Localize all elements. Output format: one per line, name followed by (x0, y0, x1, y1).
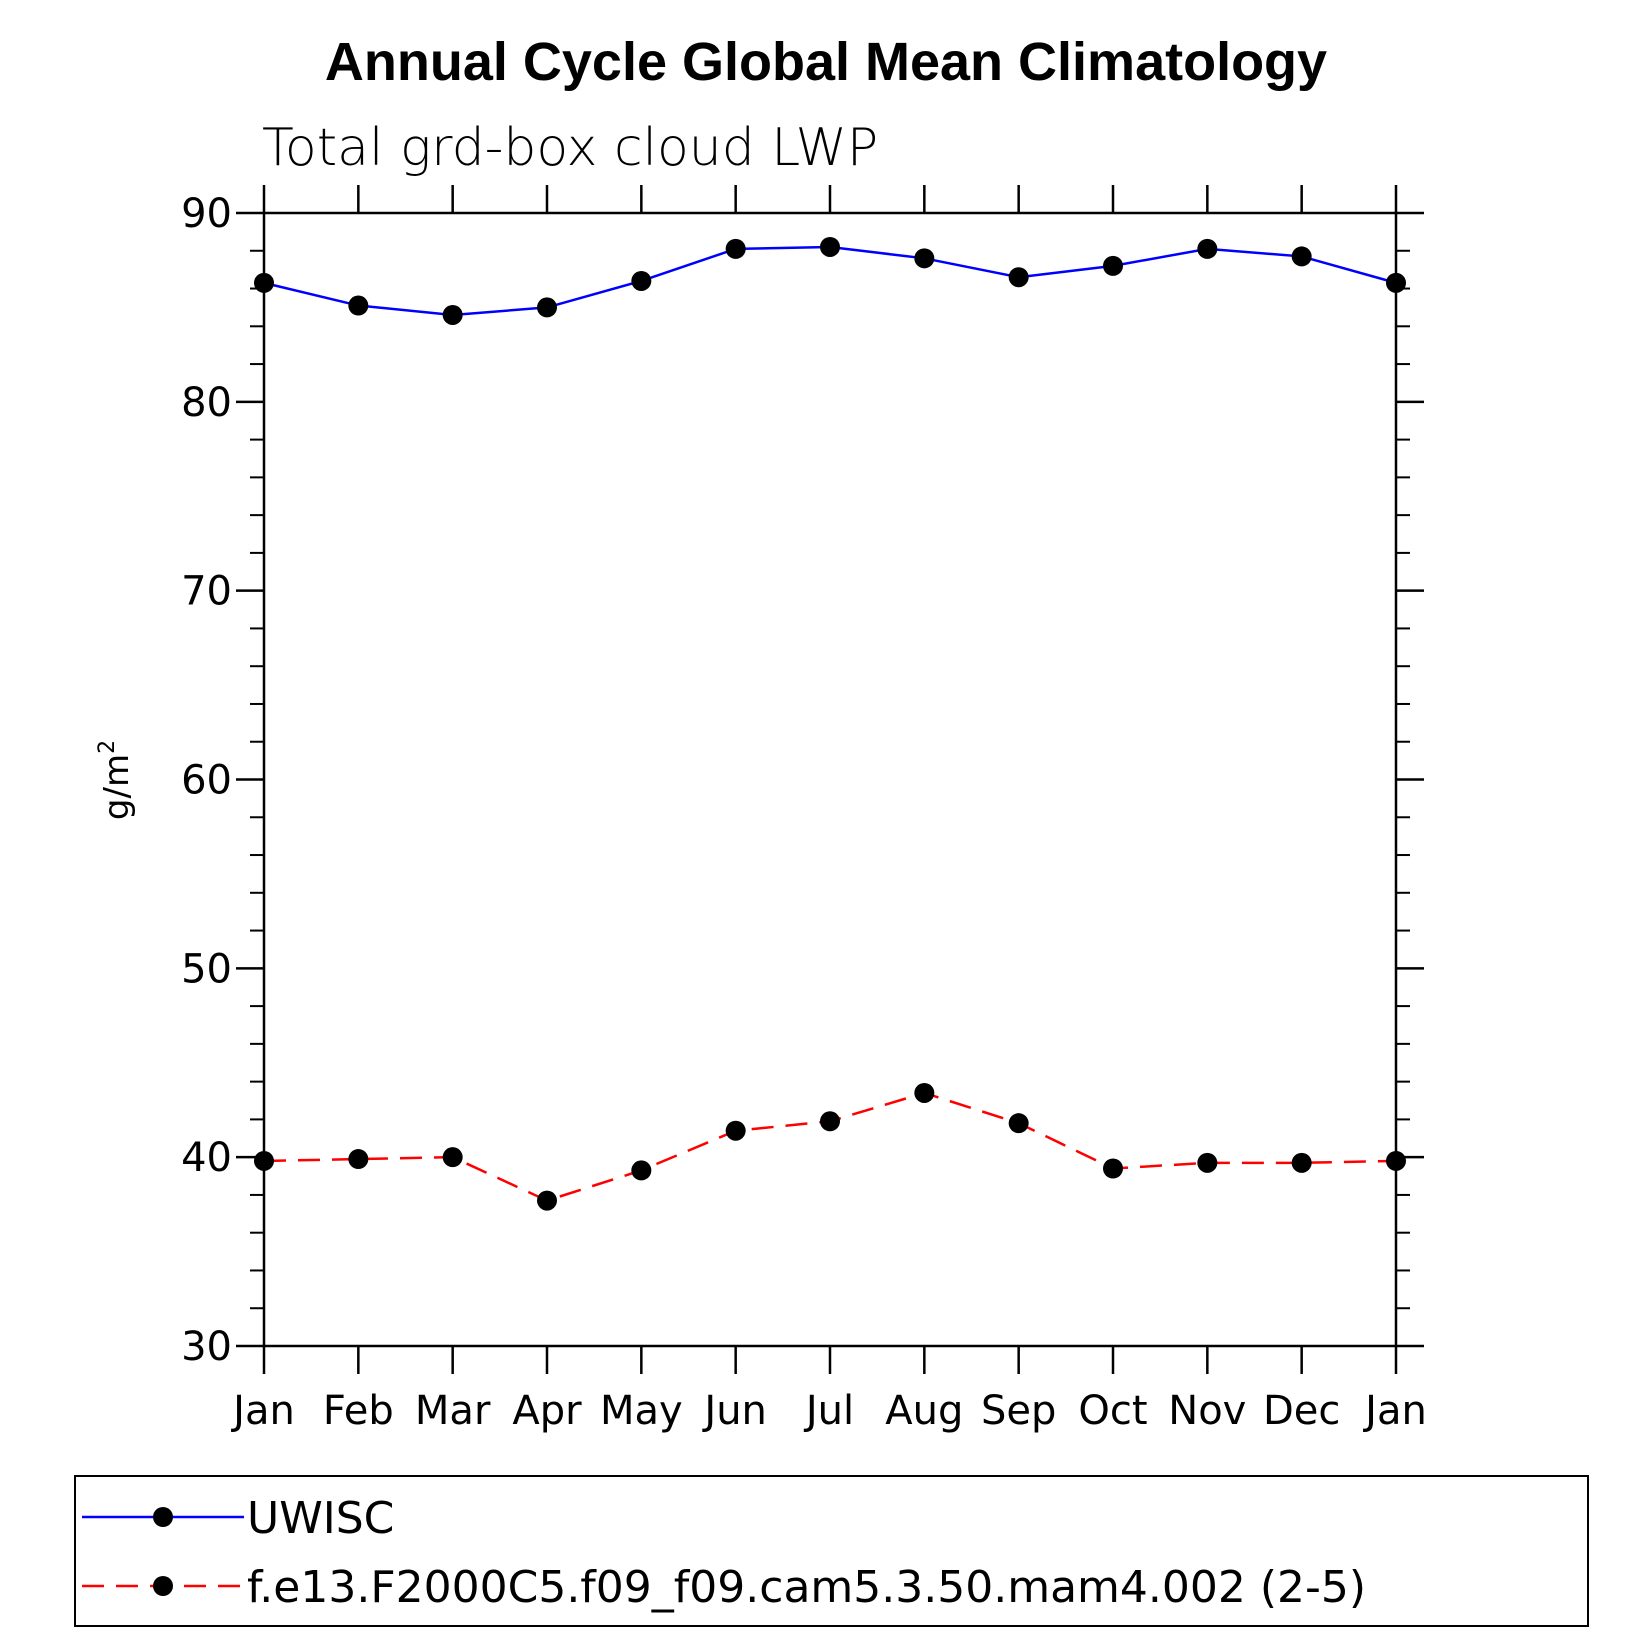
y-tick-label: 60 (181, 758, 232, 804)
series-line-0 (263, 245, 1397, 317)
data-point (1291, 1152, 1312, 1173)
x-tick-label: Jan (1362, 1388, 1427, 1434)
x-tick-label: Jul (803, 1388, 854, 1434)
legend-marker (153, 1507, 173, 1527)
series-layer (254, 236, 1406, 1211)
data-point (1008, 267, 1029, 288)
data-point (914, 248, 935, 269)
data-point (725, 238, 746, 259)
x-tick-label: Oct (1078, 1388, 1147, 1434)
y-tick-label: 70 (181, 569, 232, 615)
data-point (1291, 246, 1312, 267)
axis-ticks: 30 40 50 60 70 80 90 Jan Feb Mar Apr May Jun Jul Aug Se… (181, 185, 1427, 1434)
data-point (631, 270, 652, 291)
data-point (348, 1149, 369, 1170)
data-point (914, 1082, 935, 1103)
x-tick-label: Dec (1263, 1388, 1340, 1434)
data-point (1197, 1152, 1218, 1173)
y-tick-label: 30 (181, 1324, 232, 1370)
data-point (348, 295, 369, 316)
data-point (1103, 255, 1123, 276)
plot-frame (262, 211, 1398, 1348)
y-axis-label: g/m2 (95, 740, 137, 820)
data-point (537, 1190, 557, 1211)
data-point (442, 1147, 463, 1168)
y-tick-label: 40 (181, 1135, 232, 1181)
x-tick-label: Mar (415, 1388, 491, 1434)
legend-marker (153, 1576, 173, 1596)
data-point (820, 236, 840, 257)
x-tick-label: Apr (512, 1388, 582, 1434)
y-tick-label: 80 (181, 380, 232, 426)
x-tick-label: Jan (230, 1388, 295, 1434)
data-point (631, 1160, 652, 1181)
legend-label: UWISC (247, 1493, 394, 1544)
data-point (820, 1111, 840, 1132)
legend-box (74, 1475, 1589, 1627)
x-tick-label: Jun (701, 1388, 767, 1434)
legend: UWISC f.e13.F2000C5.f09_f09.cam5.3.50.mam… (74, 1475, 1589, 1627)
data-point (725, 1120, 746, 1141)
data-point (1386, 272, 1406, 293)
data-point (537, 297, 557, 318)
chart-title: Annual Cycle Global Mean Climatology (325, 32, 1327, 92)
series-line-1 (263, 1091, 1397, 1202)
chart-subtitle: Total grd-box cloud LWP (262, 118, 878, 178)
x-tick-label: Nov (1168, 1388, 1246, 1434)
y-tick-label: 50 (181, 946, 232, 992)
x-tick-label: Feb (323, 1388, 394, 1434)
data-point (1103, 1158, 1123, 1179)
y-tick-label: 90 (181, 191, 232, 237)
x-tick-label: May (600, 1388, 683, 1434)
data-point (442, 304, 463, 325)
data-point (254, 1150, 274, 1171)
data-point (1197, 238, 1218, 259)
x-tick-label: Aug (885, 1388, 963, 1434)
data-point (1008, 1113, 1029, 1134)
data-point (254, 272, 274, 293)
data-point (1386, 1150, 1406, 1171)
x-tick-label: Sep (981, 1388, 1056, 1434)
legend-label: f.e13.F2000C5.f09_f09.cam5.3.50.mam4.002… (247, 1562, 1366, 1613)
